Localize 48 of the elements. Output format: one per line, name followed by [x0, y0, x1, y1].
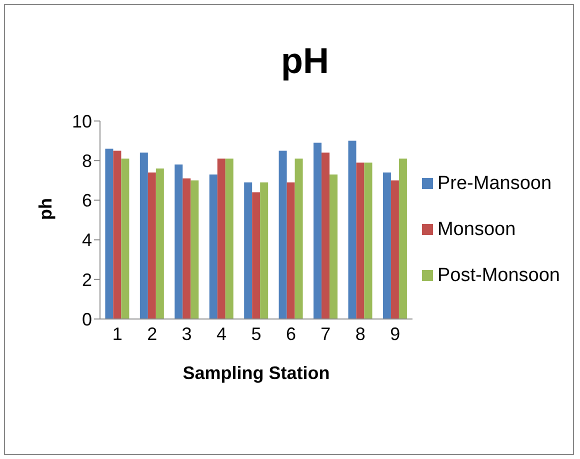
bar: [121, 158, 130, 319]
x-tick-label: 4: [216, 324, 227, 344]
x-axis-title: Sampling Station: [182, 363, 330, 383]
bar: [209, 174, 218, 319]
y-tick-label: 4: [82, 230, 92, 250]
x-tick-label: 6: [286, 324, 296, 344]
x-tick-label: 5: [251, 324, 262, 344]
bar: [105, 148, 114, 319]
x-tick-label: 8: [355, 324, 366, 344]
bar: [330, 174, 338, 319]
bar: [113, 150, 122, 319]
bar: [244, 182, 252, 319]
y-tick-label: 6: [82, 190, 92, 211]
bar: [217, 158, 226, 319]
bar: [322, 152, 330, 319]
bar: [348, 140, 356, 319]
legend-label: Monsoon: [437, 218, 516, 240]
bar: [156, 168, 164, 319]
bar: [382, 172, 391, 319]
y-tick-label: 0: [82, 309, 92, 330]
bar: [390, 180, 399, 319]
bar: [356, 162, 364, 319]
x-tick-label: 2: [147, 324, 158, 344]
y-tick-label: 2: [82, 270, 92, 290]
bar: [182, 178, 191, 319]
legend-label: Pre-Mansoon: [437, 172, 552, 194]
bar: [398, 158, 407, 319]
bar: [364, 162, 372, 319]
bar: [286, 182, 295, 319]
y-tick-label: 8: [82, 150, 92, 171]
x-tick-label: 3: [182, 324, 192, 344]
bar: [140, 152, 148, 319]
y-axis-title: ph: [35, 198, 56, 220]
chart-title: pH: [280, 40, 330, 82]
x-tick-label: 7: [320, 324, 331, 344]
legend-label: Post-Monsoon: [437, 264, 560, 286]
bar: [294, 158, 303, 319]
bar: [174, 164, 183, 319]
x-tick-label: 1: [112, 324, 122, 344]
bar: [190, 180, 199, 319]
x-tick-label: 9: [390, 324, 400, 344]
y-tick-label: 10: [72, 111, 92, 132]
bar: [314, 142, 322, 319]
bar: [148, 172, 156, 319]
bar: [260, 182, 268, 319]
bar: [278, 150, 287, 319]
bar: [225, 158, 234, 319]
bar: [252, 192, 260, 319]
